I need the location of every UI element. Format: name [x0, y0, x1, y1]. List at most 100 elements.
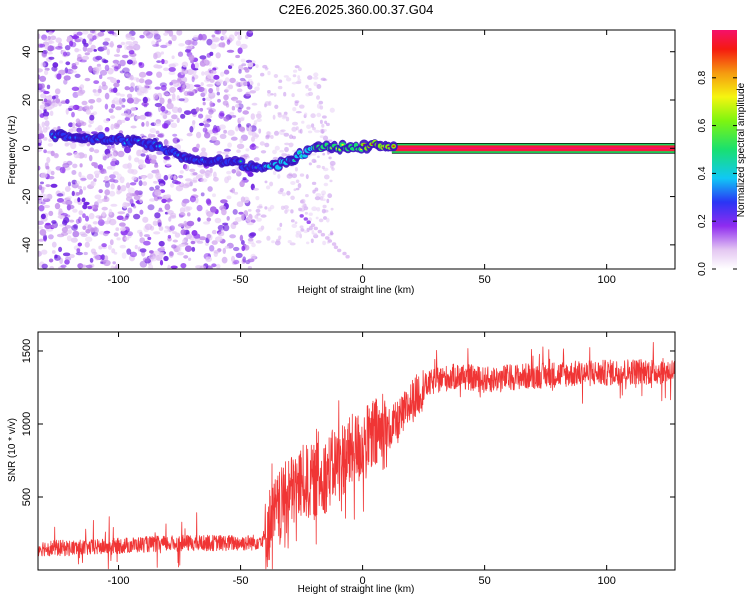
- spectrogram-noise-blob: [104, 64, 110, 72]
- spectrogram-noise-blob: [245, 148, 250, 152]
- spectrogram-noise-blob: [159, 183, 165, 187]
- spectrogram-noise-blob: [160, 112, 166, 116]
- spectrogram-noise-blob: [58, 208, 63, 215]
- spectrogram-noise-blob: [247, 266, 252, 269]
- spectrogram-noise-blob: [104, 189, 110, 196]
- spectrogram-noise-blob: [76, 31, 83, 36]
- spectrogram-noise-blob: [181, 61, 189, 68]
- spectrogram-noise-blob: [272, 170, 277, 175]
- spectrogram-noise-blob: [155, 41, 159, 47]
- spectrogram-noise-blob: [38, 184, 43, 191]
- colorbar-ticks: 0.0 0.2 0.4 0.6 0.8: [697, 70, 737, 276]
- spectrogram-noise-blob: [326, 217, 330, 223]
- snr-x-axis: -100 -50 0 50 100: [108, 332, 616, 587]
- spectrogram-noise-blob: [186, 220, 195, 227]
- x-tick-label: -100: [108, 575, 130, 587]
- spectrogram-noise-blob: [126, 192, 133, 199]
- spectrogram-noise-blob: [158, 252, 164, 258]
- spectrogram-noise-blob: [214, 80, 223, 85]
- spectrogram-noise-blob: [199, 107, 204, 112]
- spectrogram-noise-blob: [254, 214, 259, 219]
- spectrogram-noise-blob: [97, 164, 104, 170]
- spectrogram-noise-blob: [247, 258, 255, 263]
- spectrogram-noise-blob: [183, 110, 192, 115]
- spectrogram-noise-blob: [142, 175, 146, 180]
- spectrogram-noise-blob: [247, 172, 254, 177]
- spectrogram-noise-blob: [55, 46, 63, 50]
- spectrogram-noise-blob: [245, 59, 253, 64]
- spectrogram-noise-blob: [241, 240, 245, 245]
- spectrogram-noise-blob: [243, 210, 249, 217]
- signal-trace-blob: [97, 133, 105, 139]
- spectrogram-noise-blob: [153, 180, 158, 184]
- spectrogram-noise-blob: [294, 100, 300, 104]
- spectrogram-noise-blob: [196, 131, 202, 139]
- spectrogram-noise-blob: [47, 169, 52, 175]
- spectrogram-noise-blob: [283, 91, 287, 97]
- spectrogram-noise-blob: [97, 32, 105, 37]
- spectrogram-noise-blob: [235, 104, 240, 108]
- spectrogram-noise-blob: [274, 104, 279, 110]
- spectrogram-noise-blob: [65, 51, 71, 57]
- spectrogram-noise-blob: [129, 74, 134, 81]
- spectrogram-noise-blob: [39, 43, 46, 48]
- spectrogram-noise-blob: [330, 230, 333, 235]
- spectrogram-noise-blob: [67, 229, 72, 235]
- spectrogram-noise-blob: [51, 241, 57, 248]
- spectrogram-noise-blob: [79, 163, 83, 168]
- spectrogram-noise-blob: [325, 122, 330, 127]
- spectrogram-noise-blob: [90, 248, 96, 254]
- spectrogram-noise-blob: [172, 239, 178, 243]
- spectrogram-noise-blob: [106, 166, 113, 170]
- spectrogram-noise-blob: [143, 234, 150, 238]
- spectrogram-noise-blob: [247, 62, 254, 68]
- spectrogram-noise-blob: [38, 33, 41, 40]
- spectrogram-noise-blob: [176, 139, 180, 143]
- spectrogram-noise-blob: [229, 111, 235, 116]
- spectrogram-noise-blob: [125, 213, 130, 218]
- spectrogram-noise-blob: [299, 128, 303, 134]
- spectrogram-noise-blob: [270, 135, 274, 139]
- y-tick-label: 500: [21, 488, 33, 506]
- spectrogram-noise-blob: [249, 144, 257, 150]
- spectrogram-noise-blob: [232, 221, 239, 226]
- spectrogram-noise-blob: [166, 102, 174, 110]
- spectrogram-noise-blob: [108, 31, 114, 35]
- spectrogram-noise-blob: [93, 149, 100, 154]
- spectrogram-noise-blob: [38, 250, 42, 257]
- spectrogram-noise-blob: [76, 248, 81, 253]
- spectrogram-noise-blob: [284, 142, 290, 146]
- spectrogram-noise-blob: [57, 126, 61, 130]
- spectrogram-noise-blob: [232, 209, 238, 215]
- spectrogram-noise-blob: [236, 149, 241, 153]
- spectrogram-noise-blob: [154, 86, 162, 90]
- spectrogram-noise-blob: [215, 30, 222, 35]
- spectrogram-noise-blob: [40, 93, 47, 99]
- spectrogram-noise-blob: [64, 45, 71, 51]
- spectrogram-noise-blob: [125, 182, 131, 189]
- spectrogram-noise-blob: [230, 63, 234, 67]
- spectrogram-noise-blob: [57, 215, 65, 219]
- x-tick-label: 50: [479, 575, 491, 587]
- spectrogram-noise-blob: [71, 126, 78, 132]
- spectrogram-noise-blob: [102, 46, 108, 51]
- spectrogram-noise-blob: [317, 155, 320, 159]
- x-tick-label: 0: [360, 575, 366, 587]
- spectrogram-noise-blob: [273, 74, 279, 78]
- spectrogram-noise-blob: [48, 258, 54, 263]
- spectrogram-noise-blob: [163, 255, 169, 262]
- spectrogram-noise-blob: [38, 89, 43, 93]
- spectrogram-noise-blob: [237, 103, 244, 110]
- spectrogram-noise-blob: [316, 103, 321, 109]
- spectrogram-noise-blob: [205, 198, 211, 205]
- spectrogram-noise-blob: [46, 156, 51, 164]
- spectrogram-noise-blob: [229, 77, 236, 84]
- spectrogram-noise-blob: [91, 204, 99, 209]
- spectrogram-noise-blob: [189, 168, 196, 172]
- spectrogram-noise-blob: [38, 226, 44, 230]
- spectrogram-noise-blob: [113, 82, 120, 88]
- spectrogram-noise-blob: [291, 126, 297, 132]
- spectrogram-noise-blob: [47, 143, 53, 147]
- spectrogram-noise-blob: [239, 77, 246, 82]
- spectrogram-noise-blob: [169, 86, 177, 93]
